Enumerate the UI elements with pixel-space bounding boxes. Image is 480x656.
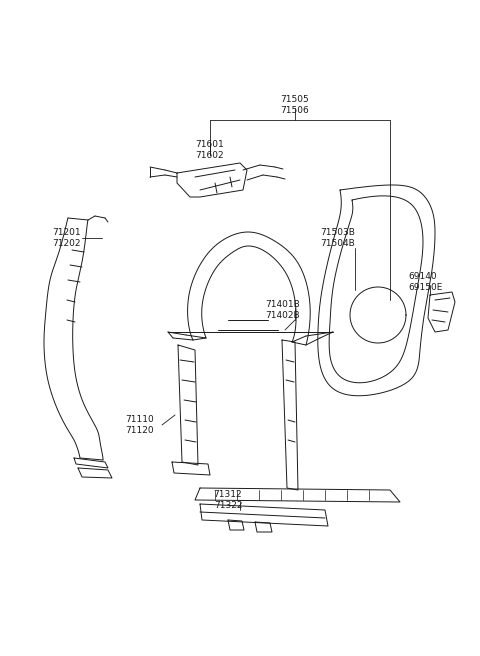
Text: 71601
71602: 71601 71602 bbox=[196, 140, 224, 160]
Text: 71201
71202: 71201 71202 bbox=[52, 228, 81, 248]
Text: 71503B
71504B: 71503B 71504B bbox=[320, 228, 355, 248]
Text: 71505
71506: 71505 71506 bbox=[281, 95, 310, 115]
Text: 69140
69150E: 69140 69150E bbox=[408, 272, 443, 292]
Text: 71312
71322: 71312 71322 bbox=[214, 490, 242, 510]
Text: 71110
71120: 71110 71120 bbox=[125, 415, 154, 435]
Text: 71401B
71402B: 71401B 71402B bbox=[265, 300, 300, 320]
